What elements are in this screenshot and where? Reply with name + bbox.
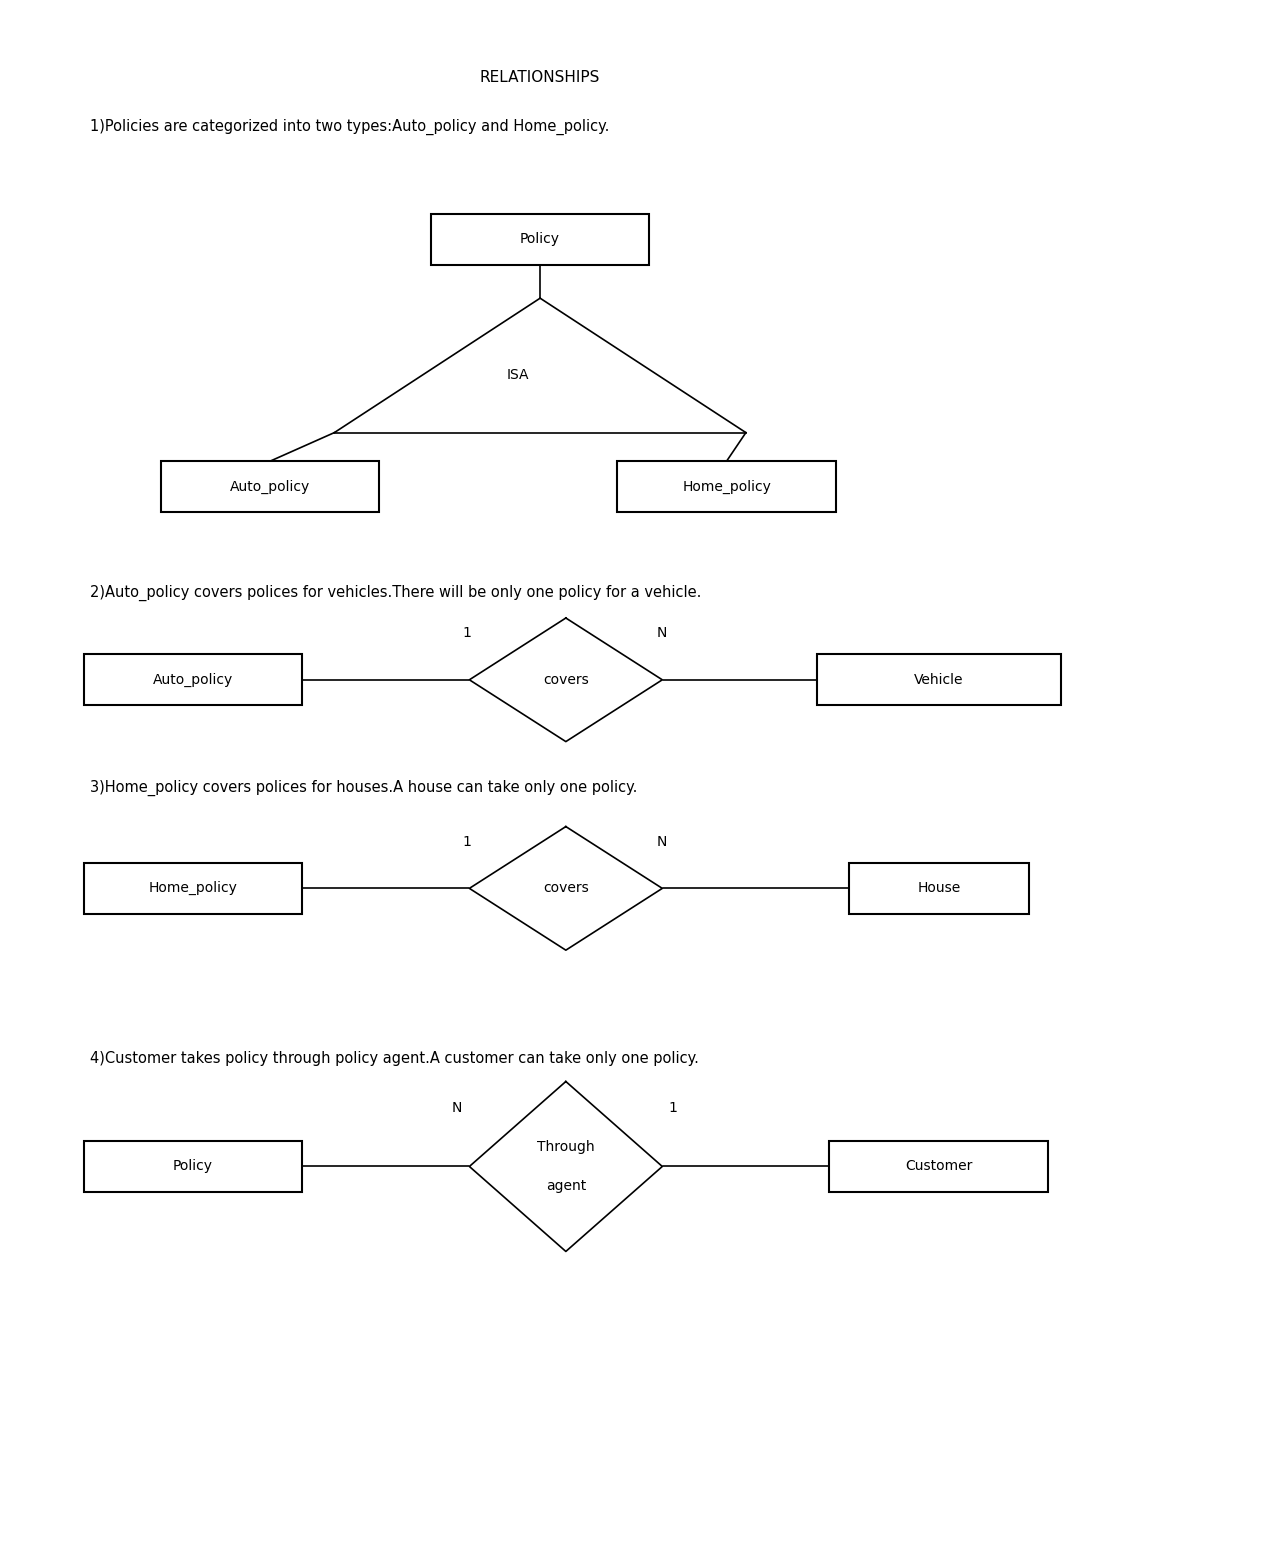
Polygon shape [469, 827, 662, 950]
Text: Auto_policy: Auto_policy [230, 479, 310, 494]
FancyBboxPatch shape [829, 1140, 1048, 1193]
Text: covers: covers [543, 672, 589, 688]
Text: Policy: Policy [172, 1159, 213, 1174]
Text: Customer: Customer [905, 1159, 972, 1174]
Text: House: House [917, 881, 961, 896]
Text: 1: 1 [669, 1100, 676, 1115]
Text: 1)Policies are categorized into two types:Auto_policy and Home_policy.: 1)Policies are categorized into two type… [90, 119, 610, 134]
Text: 4)Customer takes policy through policy agent.A customer can take only one policy: 4)Customer takes policy through policy a… [90, 1051, 698, 1066]
Text: Home_policy: Home_policy [682, 479, 772, 494]
FancyBboxPatch shape [161, 460, 379, 511]
Text: Vehicle: Vehicle [914, 672, 963, 688]
Text: N: N [451, 1100, 462, 1115]
Text: 1: 1 [463, 834, 471, 850]
Text: covers: covers [543, 881, 589, 896]
Text: Through

agent: Through agent [538, 1140, 594, 1193]
Polygon shape [469, 618, 662, 742]
Text: Policy: Policy [520, 232, 561, 247]
Text: Home_policy: Home_policy [148, 881, 238, 896]
Text: Auto_policy: Auto_policy [153, 672, 233, 688]
FancyBboxPatch shape [84, 654, 302, 705]
FancyBboxPatch shape [84, 1140, 302, 1193]
FancyBboxPatch shape [431, 213, 649, 266]
Text: N: N [657, 834, 667, 850]
Text: 2)Auto_policy covers polices for vehicles.There will be only one policy for a ve: 2)Auto_policy covers polices for vehicle… [90, 586, 701, 601]
FancyBboxPatch shape [817, 654, 1061, 705]
Text: ISA: ISA [507, 368, 530, 383]
Text: 1: 1 [463, 626, 471, 641]
Text: 3)Home_policy covers polices for houses.A house can take only one policy.: 3)Home_policy covers polices for houses.… [90, 780, 638, 796]
FancyBboxPatch shape [84, 862, 302, 915]
Polygon shape [469, 1082, 662, 1251]
FancyBboxPatch shape [617, 460, 836, 511]
Text: N: N [657, 626, 667, 641]
FancyBboxPatch shape [849, 862, 1029, 915]
Text: RELATIONSHIPS: RELATIONSHIPS [480, 70, 601, 85]
